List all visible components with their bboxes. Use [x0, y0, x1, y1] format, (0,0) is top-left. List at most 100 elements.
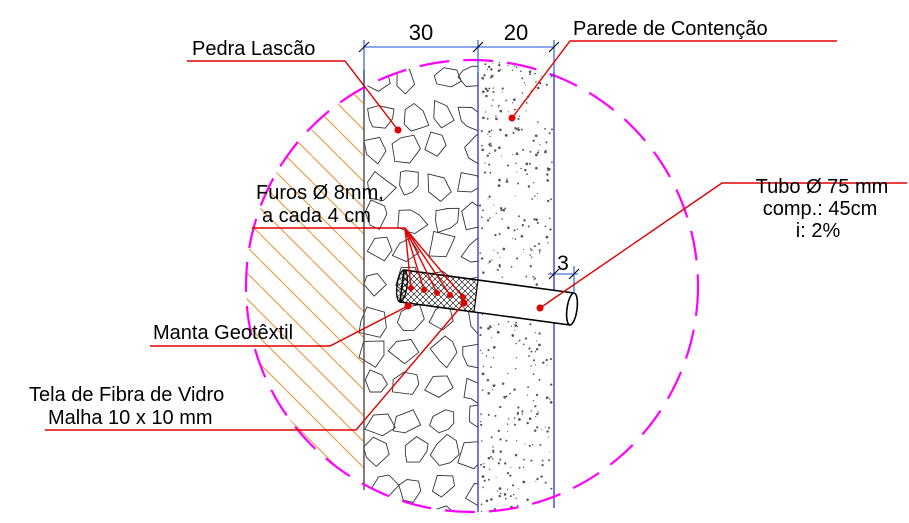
label-parede: Parede de Contenção — [573, 18, 768, 40]
concrete-speckle — [506, 226, 510, 230]
concrete-speckle — [518, 466, 521, 469]
concrete-speckle — [517, 488, 519, 490]
stone — [457, 511, 489, 512]
concrete-speckle — [486, 89, 489, 93]
concrete-speckle — [487, 391, 491, 395]
concrete-speckle — [531, 249, 533, 252]
concrete-speckle — [506, 164, 510, 167]
concrete-speckle — [482, 486, 484, 489]
concrete-speckle — [498, 146, 501, 150]
concrete-speckle — [517, 182, 520, 185]
concrete-speckle — [487, 263, 489, 265]
concrete-speckle — [507, 64, 509, 66]
concrete-speckle — [517, 510, 519, 512]
concrete-speckle — [483, 463, 485, 465]
concrete-speckle — [541, 429, 543, 431]
soil-backfill — [246, 60, 364, 512]
concrete-speckle — [522, 61, 524, 64]
concrete-speckle — [537, 242, 541, 245]
concrete-speckle — [530, 459, 533, 462]
concrete-speckle — [486, 68, 489, 70]
concrete-speckle — [539, 443, 542, 446]
concrete-speckle — [506, 423, 509, 425]
label-tela-1: Tela de Fibra de Vidro — [29, 384, 224, 406]
concrete-speckle — [498, 64, 501, 67]
label-manta: Manta Geotêxtil — [153, 322, 293, 344]
concrete-speckle — [493, 204, 495, 206]
concrete-speckle — [537, 121, 539, 123]
concrete-speckle — [522, 343, 525, 346]
concrete-speckle — [488, 130, 491, 133]
concrete-speckle — [530, 510, 533, 512]
concrete-speckle — [500, 155, 502, 157]
concrete-speckle — [489, 171, 492, 174]
concrete-speckle — [500, 209, 503, 212]
concrete-speckle — [478, 204, 482, 207]
concrete-speckle — [481, 216, 483, 219]
stone — [435, 207, 460, 233]
concrete-speckle — [481, 90, 485, 94]
concrete-speckle — [544, 127, 546, 130]
concrete-speckle — [532, 275, 535, 278]
stone — [427, 173, 452, 202]
concrete-speckle — [514, 453, 518, 457]
concrete-speckle — [538, 249, 541, 252]
concrete-speckle — [495, 117, 498, 121]
concrete-speckle — [512, 493, 515, 496]
concrete-speckle — [515, 440, 518, 442]
concrete-speckle — [516, 171, 518, 173]
concrete-speckle — [481, 389, 484, 392]
concrete-speckle — [530, 410, 533, 412]
concrete-speckle — [518, 418, 521, 421]
concrete-speckle — [495, 115, 497, 117]
concrete-speckle — [517, 128, 520, 132]
concrete-speckle — [549, 400, 553, 404]
concrete-speckle — [519, 339, 521, 342]
stone — [366, 236, 393, 262]
concrete-speckle — [535, 89, 537, 91]
concrete-speckle — [488, 217, 491, 220]
concrete-speckle — [538, 510, 540, 512]
concrete-speckle — [506, 471, 510, 475]
concrete-speckle — [497, 184, 501, 187]
concrete-speckle — [509, 392, 511, 395]
concrete-speckle — [507, 418, 510, 420]
concrete-speckle — [497, 106, 499, 108]
concrete-speckle — [532, 359, 535, 362]
concrete-speckle — [513, 423, 516, 426]
concrete-speckle — [534, 72, 536, 75]
concrete-speckle — [486, 378, 490, 382]
stone — [392, 371, 420, 395]
concrete-speckle — [521, 77, 524, 80]
concrete-speckle — [499, 492, 502, 495]
concrete-speckle — [529, 248, 532, 250]
stone — [424, 131, 447, 157]
concrete-speckle — [487, 413, 490, 416]
concrete-speckle — [491, 105, 493, 107]
concrete-speckle — [523, 458, 525, 461]
concrete-speckle — [488, 163, 491, 166]
concrete-speckle — [528, 444, 531, 447]
concrete-speckle — [498, 487, 502, 490]
concrete-speckle — [490, 366, 492, 369]
concrete-speckle — [519, 70, 522, 73]
concrete-speckle — [497, 323, 500, 326]
concrete-speckle — [540, 75, 542, 77]
concrete-speckle — [524, 337, 528, 340]
concrete-speckle — [492, 99, 494, 101]
concrete-speckle — [520, 234, 524, 238]
concrete-speckle — [492, 90, 495, 94]
concrete-speckle — [546, 173, 549, 176]
concrete-speckle — [481, 372, 485, 376]
concrete-speckle — [506, 430, 508, 433]
concrete-speckle — [486, 154, 489, 157]
concrete-speckle — [485, 355, 488, 357]
concrete-speckle — [539, 82, 542, 85]
concrete-speckle — [549, 228, 552, 231]
concrete-speckle — [547, 199, 550, 203]
stone — [358, 340, 385, 368]
concrete-speckle — [479, 334, 482, 337]
concrete-speckle — [518, 340, 520, 342]
concrete-speckle — [485, 94, 488, 98]
concrete-speckle — [490, 337, 493, 339]
